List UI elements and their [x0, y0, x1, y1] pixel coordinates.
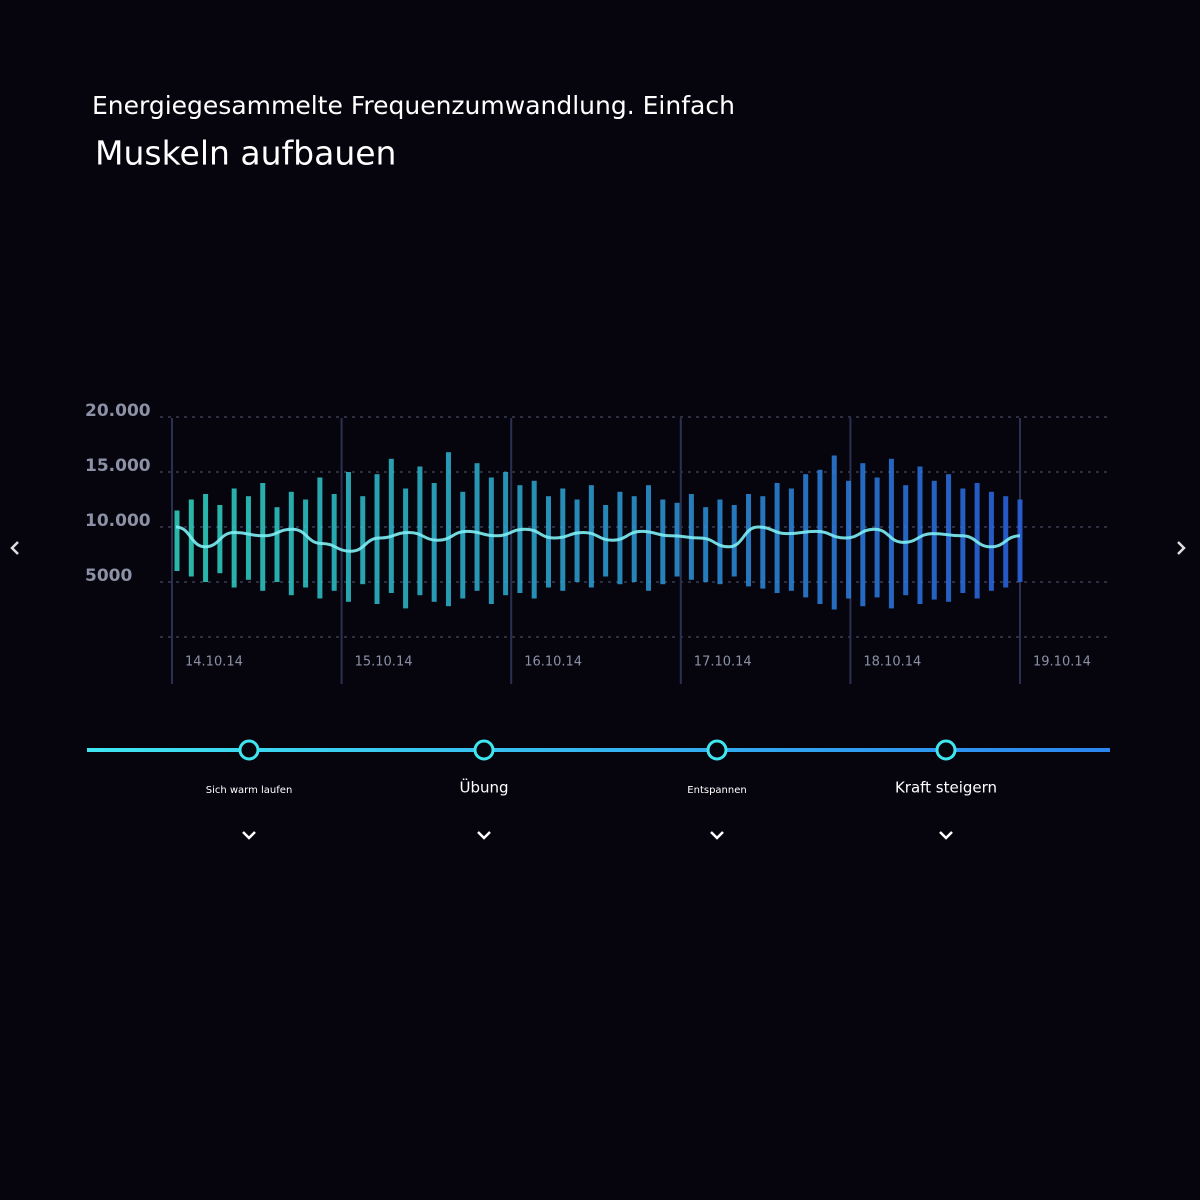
bar	[774, 483, 780, 593]
x-tick-label: 17.10.14	[694, 655, 752, 670]
bar	[517, 485, 523, 593]
bar	[403, 488, 409, 609]
bar	[860, 463, 866, 607]
bar	[317, 477, 323, 599]
bar	[888, 458, 894, 609]
x-tick-label: 14.10.14	[185, 655, 243, 670]
x-tick-label: 18.10.14	[863, 655, 921, 670]
bar	[931, 480, 937, 600]
step-chevron[interactable]	[477, 831, 491, 840]
step-chevron[interactable]	[242, 831, 256, 840]
bar	[345, 472, 351, 602]
bar	[903, 485, 909, 596]
step-node[interactable]	[706, 739, 728, 761]
bar	[388, 458, 394, 593]
bar	[917, 466, 923, 604]
y-tick-label: 10.000	[85, 511, 151, 531]
bar	[474, 463, 480, 591]
bar	[560, 488, 566, 591]
next-arrow[interactable]	[1177, 541, 1186, 555]
bar	[488, 477, 494, 604]
header-line: Energiegesammelte Frequenzumwandlung. Ei…	[92, 91, 735, 120]
bar	[746, 494, 752, 587]
bar	[431, 483, 437, 602]
step-node[interactable]	[238, 739, 260, 761]
bar	[445, 452, 451, 607]
bar	[331, 494, 337, 591]
bar	[946, 474, 952, 602]
bar	[545, 496, 551, 588]
bar	[817, 469, 823, 604]
y-tick-label: 20.000	[85, 401, 151, 421]
bar	[831, 455, 837, 610]
step-chevron[interactable]	[710, 831, 724, 840]
y-tick-label: 5000	[85, 566, 132, 586]
bar	[274, 507, 280, 582]
step-label: Kraft steigern	[895, 779, 997, 797]
bar	[588, 485, 594, 588]
bar	[574, 499, 580, 582]
bar	[1017, 499, 1023, 582]
bar	[788, 488, 794, 591]
bar	[803, 474, 809, 598]
step-node[interactable]	[473, 739, 495, 761]
bar	[660, 499, 666, 585]
bar	[717, 499, 723, 585]
bar	[631, 496, 637, 582]
bar	[960, 488, 966, 593]
bar	[674, 502, 680, 577]
bar	[303, 499, 309, 588]
header-title: Muskeln aufbauen	[95, 134, 396, 173]
bar	[460, 491, 466, 599]
step-chevron[interactable]	[939, 831, 953, 840]
bar	[731, 505, 737, 577]
step-label: Entspannen	[687, 785, 746, 796]
bar	[417, 466, 423, 596]
bar	[760, 496, 766, 589]
step-label: Übung	[459, 778, 508, 797]
step-node[interactable]	[935, 739, 957, 761]
x-tick-label: 16.10.14	[524, 655, 582, 670]
chart: 20.000 15.000 10.000 5000 14.10.14 15.10.14 16…	[85, 401, 1110, 684]
bar	[245, 496, 251, 580]
x-tick-label: 15.10.14	[355, 655, 413, 670]
bar	[203, 494, 209, 582]
timeline: Sich warm laufen Übung Entspannen Kraft ste…	[206, 739, 997, 840]
step-label: Sich warm laufen	[206, 785, 293, 796]
bar	[288, 491, 294, 596]
y-tick-label: 15.000	[85, 456, 151, 476]
trend-line	[175, 525, 1021, 553]
bar	[646, 485, 652, 591]
bar	[231, 488, 237, 588]
prev-arrow[interactable]	[10, 541, 19, 555]
x-tick-label: 19.10.14	[1033, 655, 1091, 670]
bar	[174, 510, 180, 571]
bar	[703, 507, 709, 582]
bar	[988, 491, 994, 591]
bar	[531, 480, 537, 599]
bar	[874, 477, 880, 598]
bar	[360, 496, 366, 585]
bar	[846, 480, 852, 599]
